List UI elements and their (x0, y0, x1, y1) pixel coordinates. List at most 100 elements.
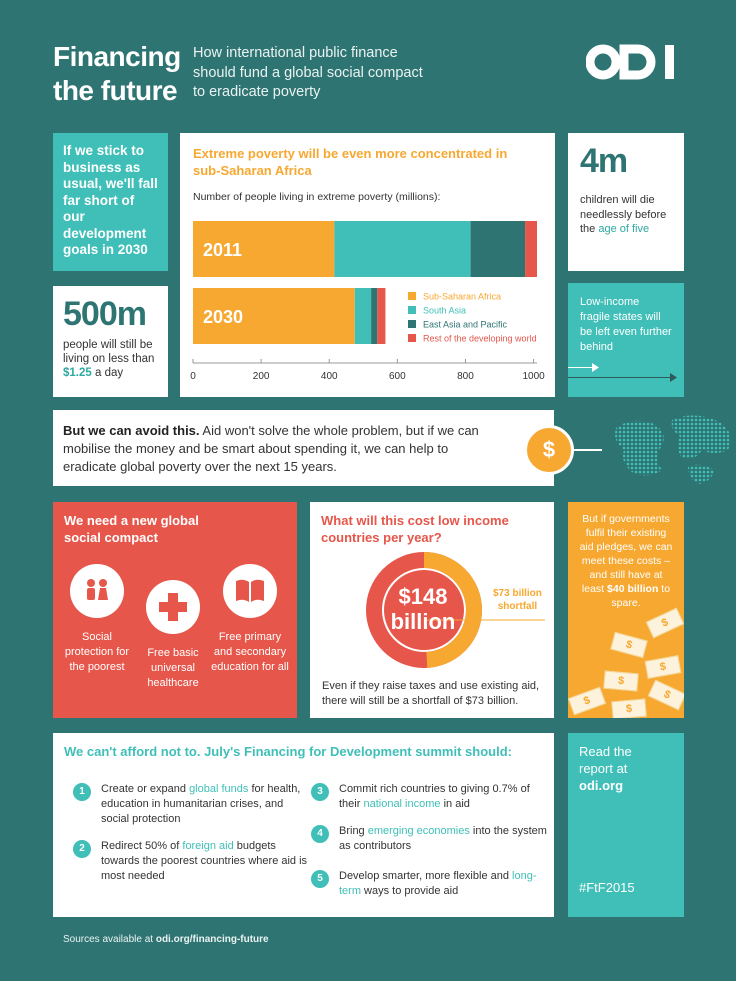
bill-symbol: $ (625, 702, 633, 716)
compact-label-health: Free basic universal healthcare (147, 647, 199, 689)
item-text: Bring (339, 825, 368, 837)
read-line-2: report at (579, 761, 628, 776)
x-tick-label-400: 400 (321, 371, 338, 382)
4m-highlight: age of five (598, 223, 650, 235)
sources-link[interactable]: odi.org/financing-future (155, 934, 269, 945)
item-link[interactable]: foreign aid (182, 840, 234, 852)
cost-footer: Even if they raise taxes and use existin… (322, 680, 540, 707)
item-text: Commit rich countries to giving 0.7% of … (339, 783, 530, 810)
500m-text-b: a day (91, 367, 124, 379)
poverty-chart: Extreme poverty will be even more concen… (180, 133, 555, 397)
item-text: Create or expand (101, 783, 190, 795)
500m-description: people will still be living on less than… (63, 338, 158, 380)
sources-text: Sources available at (63, 934, 156, 945)
legend-label-3: Rest of the developing world (423, 334, 537, 344)
bar-2011-1 (334, 221, 471, 277)
x-tick-label-800: 800 (457, 371, 474, 382)
aid-pledges-box: But if governments fulfil their existing… (568, 502, 684, 718)
shortfall-label: $73 billion shortfall (493, 587, 542, 613)
list-item: Create or expand global funds for health… (101, 782, 311, 827)
donut-shortfall-arc (366, 552, 482, 668)
donut-center (384, 570, 464, 650)
500m-text-a: people will still be living on less than (63, 339, 155, 365)
hashtag: #FtF2015 (579, 880, 635, 895)
compact-label-social: Social protection for the poorest (64, 631, 130, 673)
bill-symbol: $ (624, 638, 634, 652)
compact-label-education: Free primary and secondary education for… (211, 631, 289, 673)
legend-label-0: Sub-Saharan Africa (423, 292, 501, 302)
bar-2011-3 (525, 221, 537, 277)
subtitle-line-3: to eradicate poverty (193, 84, 321, 100)
money-bill-icon: $ (611, 698, 647, 718)
people-icon-svg (87, 579, 108, 600)
item-link[interactable]: long-term (339, 870, 537, 897)
odi-logo: odi (586, 44, 674, 80)
item-text: Redirect 50% of (101, 840, 183, 852)
500m-box: 500m people will still be living on less… (53, 286, 168, 397)
title-line-2: the future (53, 75, 178, 106)
legend-label-2: East Asia and Pacific (423, 320, 508, 330)
money-bill-icon: $ (645, 607, 684, 639)
fragile-states-text: Low-income fragile states will be left e… (580, 296, 672, 353)
business-as-usual-box: If we stick to business as usual, we'll … (53, 133, 168, 271)
item-link[interactable]: global funds (189, 783, 249, 795)
bill-symbol: $ (661, 688, 673, 702)
bar-label-2030: 2030 (203, 307, 243, 327)
aid-pledges-text: But if governments fulfil their existing… (578, 512, 674, 610)
item-text: for health, education in humanitarian cr… (101, 783, 301, 825)
banner-bold: But we can avoid this. (63, 423, 200, 438)
bar-2030-2 (371, 288, 378, 344)
list-item: Redirect 50% of foreign aid budgets towa… (101, 839, 311, 884)
item-link[interactable]: national income (363, 798, 441, 810)
cost-center-value: $148 billion (378, 584, 468, 634)
item-link[interactable]: emerging economies (367, 825, 470, 837)
subtitle-line-2: should fund a global social compact (193, 64, 423, 81)
bill-symbol: $ (582, 694, 592, 708)
aid-pledges-text-b: to spare. (611, 583, 671, 609)
subtitle-line-1: How international public finance (193, 45, 398, 61)
bar-2030-1 (354, 288, 372, 344)
item-text: Develop smarter, more flexible and (339, 870, 513, 882)
cross-icon (146, 580, 200, 634)
title-line-1: Financing (53, 41, 181, 72)
summit-heading: We can't afford not to. July's Financing… (64, 744, 512, 759)
money-bill-icon: $ (610, 631, 648, 659)
fragile-states-box: Low-income fragile states will be left e… (568, 283, 684, 397)
list-number-2: 2 (73, 840, 91, 858)
legend-swatch-2 (408, 320, 416, 328)
bill-symbol: $ (658, 660, 668, 674)
legend-label-1: South Asia (423, 306, 466, 316)
x-tick-label-0: 0 (190, 371, 196, 382)
500m-amount: $1.25 (63, 367, 92, 379)
list-item: Commit rich countries to giving 0.7% of … (339, 782, 549, 812)
summit-box: We can't afford not to. July's Financing… (53, 733, 554, 917)
read-line-1: Read the (579, 744, 632, 759)
x-tick-label-1000: 1000 (522, 371, 545, 382)
cost-center-line-2: billion (390, 609, 456, 634)
banner-body: Aid won't solve the whole problem, but i… (63, 423, 479, 474)
4m-box: 4m children will die needlessly before t… (568, 133, 684, 271)
x-tick-label-600: 600 (389, 371, 406, 382)
bar-2030-0 (193, 288, 355, 344)
cost-box: What will this cost low income countries… (310, 502, 554, 718)
aid-pledges-amount: $40 billion (607, 583, 659, 595)
money-bill-icon: $ (647, 679, 684, 711)
legend-swatch-3 (408, 334, 416, 342)
list-number-3: 3 (311, 783, 329, 801)
list-item: Develop smarter, more flexible and long-… (339, 869, 549, 899)
bar-label-2011: 2011 (203, 240, 242, 260)
bar-2011-2 (470, 221, 526, 277)
money-bill-icon: $ (568, 686, 607, 716)
list-number-1: 1 (73, 783, 91, 801)
list-item: Bring emerging economies into the system… (339, 824, 549, 854)
business-as-usual-text: If we stick to business as usual, we'll … (63, 143, 158, 257)
4m-text-a: children will die needlessly before the (580, 194, 667, 235)
long-arrow-line (568, 377, 674, 378)
banner-text: But we can avoid this. Aid won't solve t… (63, 422, 503, 476)
bar-2030-3 (377, 288, 386, 344)
cost-heading: What will this cost low income countries… (321, 513, 509, 545)
4m-number: 4m (580, 142, 628, 180)
report-link[interactable]: odi.org (579, 778, 624, 793)
money-bill-icon: $ (644, 655, 682, 679)
short-arrow-icon (592, 363, 599, 372)
